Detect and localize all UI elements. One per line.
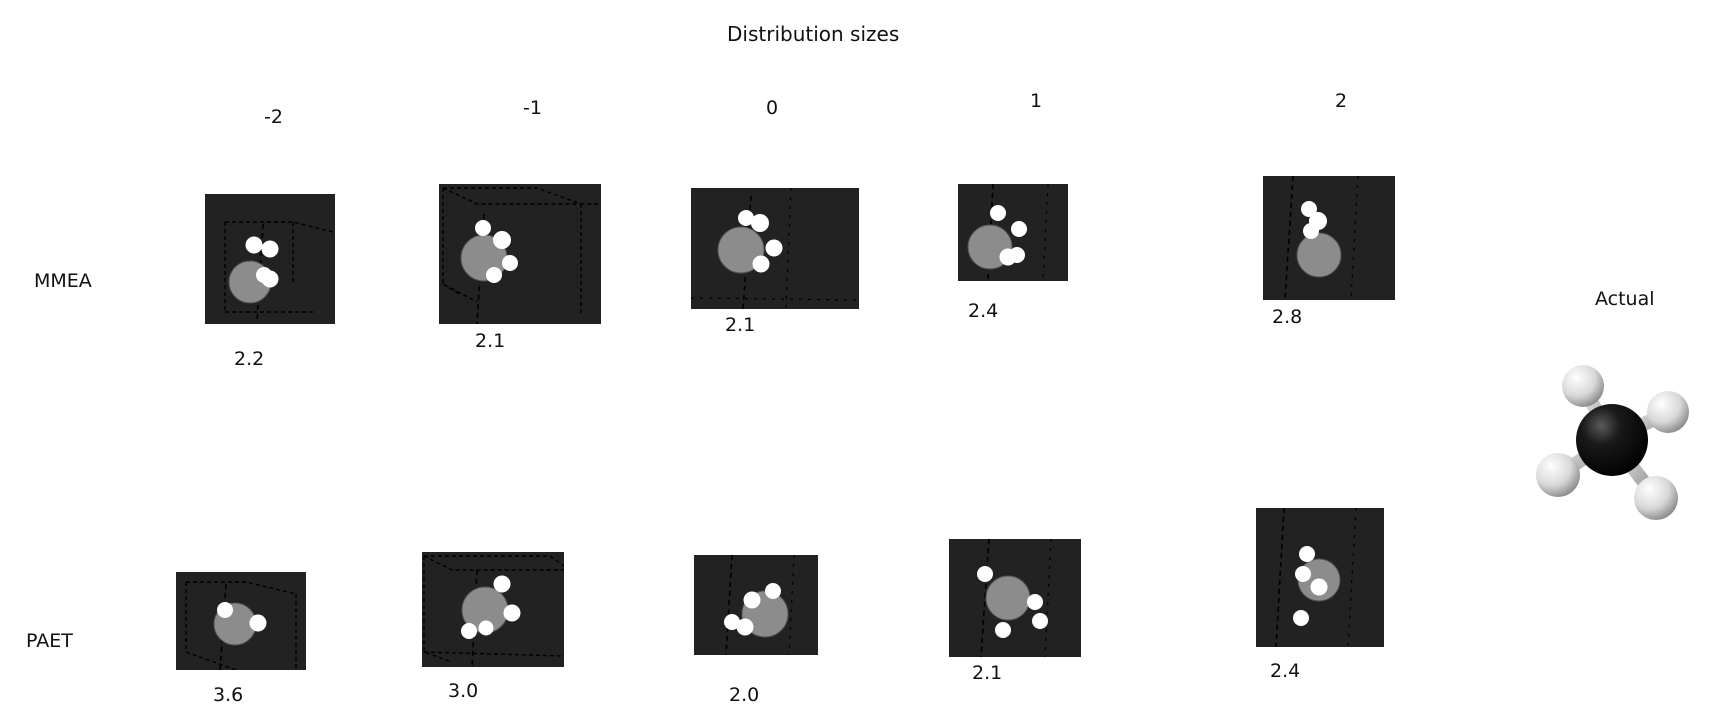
paet-value-minus2: 3.6 bbox=[213, 684, 244, 706]
paet-value-minus1: 3.0 bbox=[448, 680, 479, 702]
mmea-value-2: 2.8 bbox=[1272, 306, 1303, 328]
mmea-panel-minus1 bbox=[439, 184, 601, 324]
mmea-value-minus2: 2.2 bbox=[234, 348, 265, 370]
paet-panel-minus2 bbox=[176, 572, 306, 670]
column-label-minus2: -2 bbox=[264, 106, 283, 128]
methane-molecule-image bbox=[1520, 350, 1695, 525]
paet-value-0: 2.0 bbox=[729, 684, 760, 706]
row-label-mmea: MMEA bbox=[34, 270, 92, 292]
mmea-panel-0 bbox=[691, 188, 859, 309]
column-label-0: 0 bbox=[766, 97, 779, 119]
actual-label: Actual bbox=[1595, 288, 1655, 310]
figure-title: Distribution sizes bbox=[727, 22, 900, 46]
column-label-minus1: -1 bbox=[523, 97, 542, 119]
mmea-panel-2 bbox=[1263, 176, 1395, 300]
paet-value-1: 2.1 bbox=[972, 662, 1003, 684]
paet-panel-0 bbox=[694, 555, 818, 655]
mmea-value-minus1: 2.1 bbox=[475, 330, 506, 352]
mmea-panel-1 bbox=[958, 184, 1068, 281]
paet-panel-1 bbox=[949, 539, 1081, 657]
paet-panel-minus1 bbox=[422, 552, 564, 667]
paet-value-2: 2.4 bbox=[1270, 660, 1301, 682]
column-label-1: 1 bbox=[1030, 90, 1043, 112]
mmea-value-0: 2.1 bbox=[725, 314, 756, 336]
paet-panel-2 bbox=[1256, 508, 1384, 647]
row-label-paet: PAET bbox=[26, 630, 73, 652]
mmea-value-1: 2.4 bbox=[968, 300, 999, 322]
column-label-2: 2 bbox=[1335, 90, 1348, 112]
mmea-panel-minus2 bbox=[205, 194, 335, 324]
